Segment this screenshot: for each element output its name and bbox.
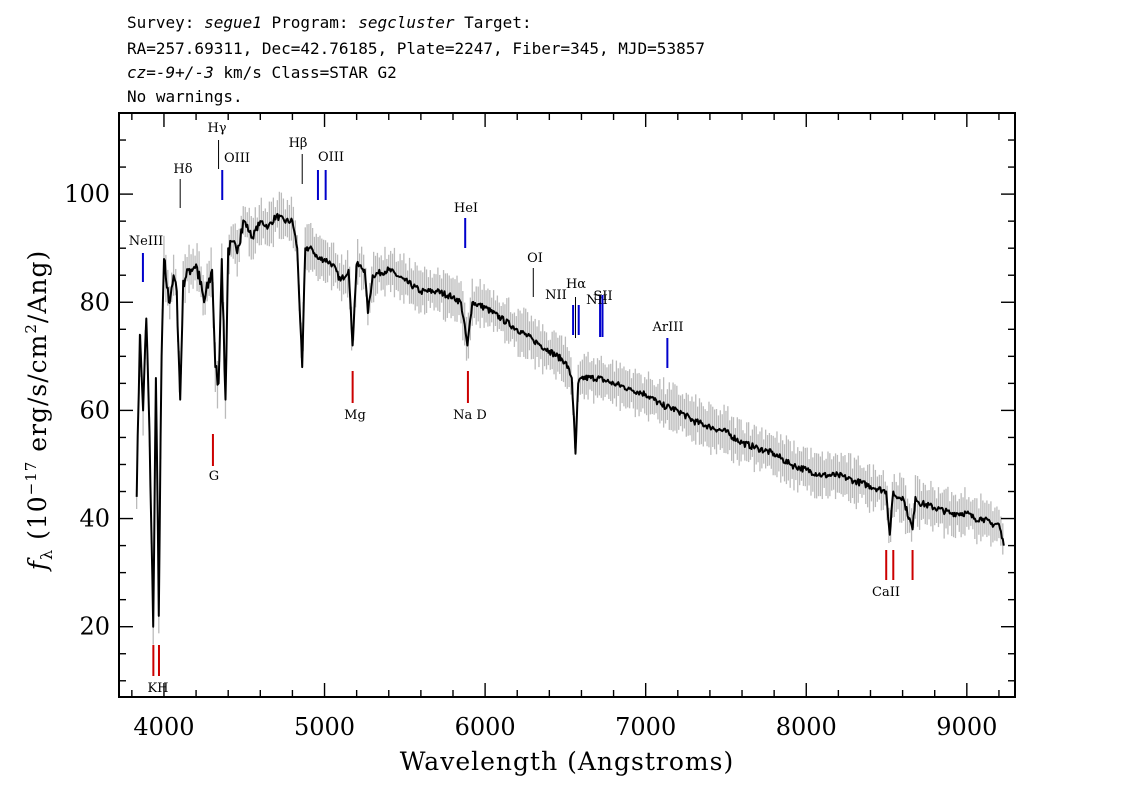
line-label-CaII: CaII <box>872 585 900 600</box>
line-label-Mg: Mg <box>344 408 366 423</box>
line-label-Na-D: Na D <box>453 408 487 423</box>
header-line-2: RA=257.69311, Dec=42.76185, Plate=2247, … <box>127 39 705 58</box>
x-axis-title: Wavelength (Angstroms) <box>400 747 734 776</box>
plot-frame <box>118 112 1016 698</box>
line-label-KH: KH <box>147 681 168 696</box>
y-axis-sq: 2 <box>22 323 40 334</box>
flux-series <box>135 212 1005 628</box>
y-axis-exponent: −17 <box>22 461 40 496</box>
y-tick-label: 20 <box>79 613 110 641</box>
survey-name: segue1 <box>204 13 262 32</box>
header-line-4: No warnings. <box>127 87 243 106</box>
line-label-Hβ: Hβ <box>289 136 308 151</box>
line-label-NII: NII <box>586 293 608 308</box>
y-tick-label: 40 <box>79 505 110 533</box>
flux-line <box>135 212 1005 628</box>
y-axis-symbol: f <box>23 557 52 572</box>
line-markers <box>141 140 914 676</box>
cz-value: -9+/-3 <box>155 63 214 82</box>
x-tick-label: 4000 <box>133 713 194 741</box>
line-labels: NeIIIHδHγOIIIHβOIIIHeIOINIIHαSIINIIArIII… <box>129 121 900 696</box>
y-tick-label: 100 <box>64 180 110 208</box>
y-axis-units-a: (10 <box>23 495 52 549</box>
line-label-HeI: HeI <box>454 201 478 216</box>
line-label-G: G <box>209 469 219 484</box>
line-label-Hγ: Hγ <box>207 121 226 136</box>
x-tick-label: 6000 <box>455 713 516 741</box>
header-line-3: cz=-9+/-3 km/s Class=STAR G2 <box>127 63 397 82</box>
line-label-OIII: OIII <box>224 151 250 166</box>
line-label-ArIII: ArIII <box>651 320 683 335</box>
noise-band <box>136 191 1004 645</box>
line-label-Hα: Hα <box>566 277 586 292</box>
header-line-1: Survey: segue1 Program: segcluster Targe… <box>127 13 532 32</box>
x-tick-label: 9000 <box>936 713 997 741</box>
y-axis-subscript: λ <box>37 549 56 560</box>
line-label-SII: SII <box>593 289 612 304</box>
program-name: segcluster <box>358 13 455 32</box>
x-tick-label: 5000 <box>294 713 355 741</box>
line-label-OI: OI <box>527 251 543 266</box>
line-label-Hδ: Hδ <box>173 162 192 177</box>
x-tick-label: 7000 <box>615 713 676 741</box>
y-tick-label: 80 <box>79 288 110 316</box>
line-label-OIII: OIII <box>318 150 344 165</box>
y-tick-label: 60 <box>79 396 110 424</box>
y-axis-units-b: erg/s/cm <box>23 334 52 461</box>
line-label-NeIII: NeIII <box>129 234 163 249</box>
line-label-NII: NII <box>545 288 567 303</box>
y-axis-units-c: /Ang) <box>23 250 52 323</box>
x-tick-label: 8000 <box>776 713 837 741</box>
y-axis-title: fλ (10−17 erg/s/cm2/Ang) <box>22 250 56 573</box>
axis-ticks: 4000 5000 6000 7000 8000 9000 20 40 60 80 100 <box>64 113 1015 741</box>
